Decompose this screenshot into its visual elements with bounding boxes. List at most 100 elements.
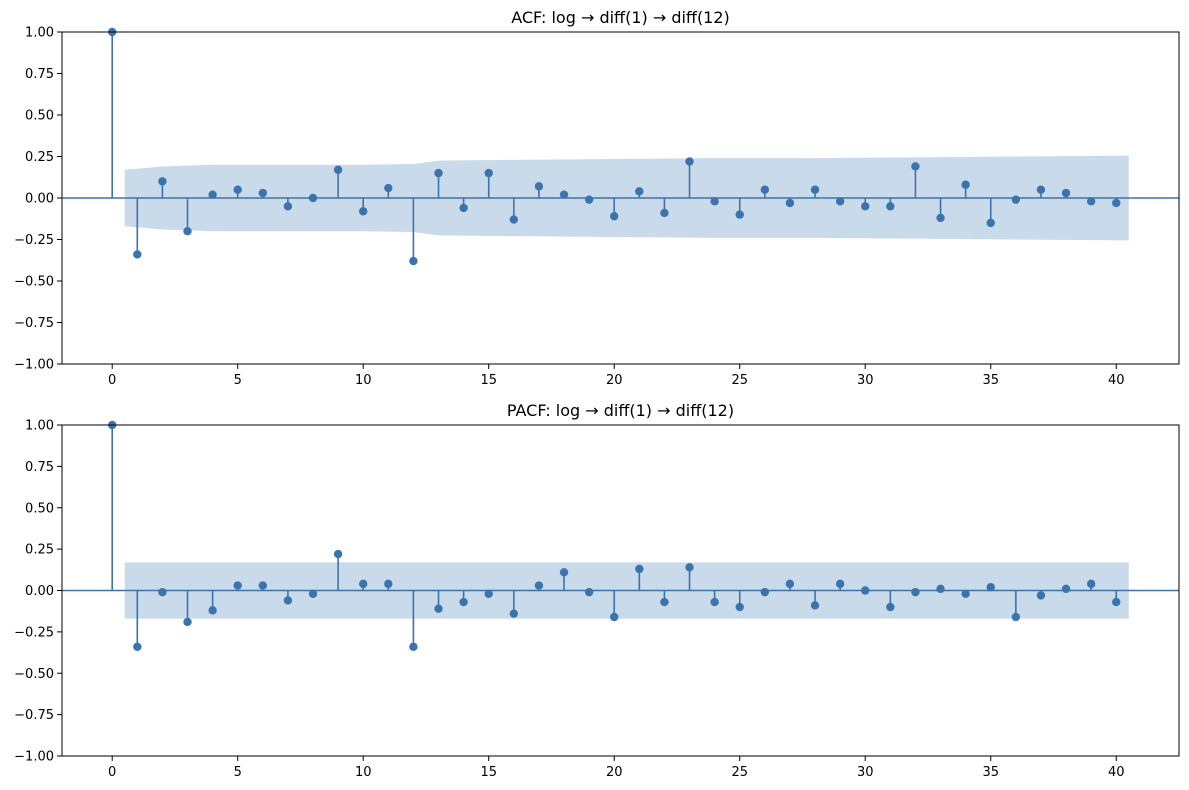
pacf-x-tick-label: 30 [857, 765, 874, 780]
acf-y-tick-label: −0.75 [14, 316, 54, 331]
pacf-marker [1112, 597, 1121, 607]
pacf-marker [233, 581, 242, 590]
pacf-marker [359, 579, 368, 589]
acf-marker [133, 250, 142, 259]
acf-x-tick-label: 20 [606, 373, 623, 388]
pacf-x-tick-label: 35 [982, 765, 999, 780]
acf-marker [534, 182, 544, 191]
pacf-title: PACF: log → diff(1) → diff(12) [507, 401, 734, 420]
acf-y-tick-label: −0.50 [14, 275, 54, 290]
acf-marker [158, 177, 167, 186]
acf-marker [835, 197, 845, 206]
acf-marker [559, 190, 569, 199]
acf-x-tick-label: 35 [982, 373, 999, 388]
acf-marker [258, 188, 268, 198]
acf-x-tick-label: 30 [857, 373, 874, 388]
acf-marker [685, 157, 694, 166]
pacf-marker [635, 564, 644, 574]
pacf-marker [484, 589, 493, 599]
acf-marker [911, 162, 920, 171]
acf-marker [961, 180, 970, 189]
acf-marker [1086, 197, 1096, 206]
acf-y-tick-label: 0.00 [25, 192, 54, 207]
acf-y-tick-label: −1.00 [14, 358, 54, 373]
acf-marker [308, 193, 318, 203]
pacf-y-tick-label: −0.50 [14, 667, 54, 682]
acf-marker [409, 256, 418, 266]
acf-title: ACF: log → diff(1) → diff(12) [511, 8, 730, 27]
pacf-marker [183, 617, 192, 627]
pacf-x-tick-label: 40 [1108, 765, 1125, 780]
pacf-marker [735, 602, 744, 612]
acf-marker [735, 210, 744, 219]
acf-x-tick-label: 5 [234, 373, 242, 388]
acf-marker [1061, 188, 1071, 198]
pacf-marker [384, 579, 393, 589]
pacf-marker [835, 579, 845, 589]
acf-marker [610, 212, 619, 221]
acf-y-tick-label: 0.75 [25, 67, 54, 82]
acf-marker [1112, 198, 1121, 208]
pacf-x-tick-label: 5 [234, 765, 242, 780]
pacf-y-tick-label: −1.00 [14, 750, 54, 765]
acf-marker [509, 215, 519, 224]
pacf-marker [283, 596, 293, 605]
acf-marker [584, 195, 594, 204]
pacf-y-tick-label: 0.25 [25, 543, 54, 558]
pacf-marker [1036, 591, 1046, 600]
acf-marker [810, 185, 820, 194]
pacf-marker [158, 587, 167, 597]
pacf-marker [986, 582, 995, 592]
acf-y-tick-label: 0.50 [25, 109, 54, 124]
pacf-marker [333, 549, 343, 559]
pacf-marker [584, 587, 594, 597]
pacf-y-tick-label: 1.00 [25, 419, 54, 434]
pacf-marker [710, 597, 719, 607]
pacf-marker [810, 601, 820, 610]
pacf-marker [685, 563, 694, 572]
pacf-marker [133, 642, 142, 651]
pacf-marker [1061, 584, 1071, 594]
pacf-marker [534, 581, 544, 590]
acf-marker [233, 185, 242, 194]
acf-marker [861, 202, 870, 211]
acf-marker [710, 197, 719, 206]
pacf-marker [861, 586, 870, 595]
pacf-marker [660, 597, 669, 607]
pacf-marker [961, 589, 970, 599]
acf-marker [886, 202, 895, 211]
pacf-marker [1011, 612, 1021, 622]
acf-panel: ACF: log → diff(1) → diff(12) 0 5 10 15 20 25… [14, 8, 1180, 388]
pacf-marker [911, 587, 920, 597]
acf-marker [183, 227, 192, 236]
pacf-marker [760, 587, 770, 597]
acf-marker [986, 218, 995, 228]
acf-y-tick-label: 0.25 [25, 150, 54, 165]
acf-marker [484, 168, 493, 178]
acf-marker [333, 165, 343, 174]
pacf-y-tick-label: −0.75 [14, 708, 54, 723]
acf-marker [283, 202, 293, 211]
pacf-marker [886, 602, 895, 612]
pacf-marker [434, 604, 443, 613]
acf-marker [208, 190, 217, 199]
pacf-marker [409, 642, 418, 651]
pacf-marker [208, 606, 217, 615]
acf-marker [1036, 185, 1046, 194]
acf-y-tick-label: −0.25 [14, 233, 54, 248]
pacf-x-tick-label: 10 [355, 765, 372, 780]
pacf-marker [509, 609, 519, 618]
pacf-marker [258, 581, 268, 590]
acf-marker [635, 187, 644, 196]
pacf-y-tick-label: 0.50 [25, 501, 54, 516]
acf-marker [459, 203, 468, 213]
acf-x-tick-label: 25 [731, 373, 748, 388]
acf-marker [384, 183, 393, 193]
acf-marker [434, 168, 443, 178]
pacf-marker [1086, 579, 1096, 589]
pacf-marker [308, 589, 318, 599]
acf-marker [785, 198, 795, 208]
pacf-y-tick-label: −0.25 [14, 625, 54, 640]
